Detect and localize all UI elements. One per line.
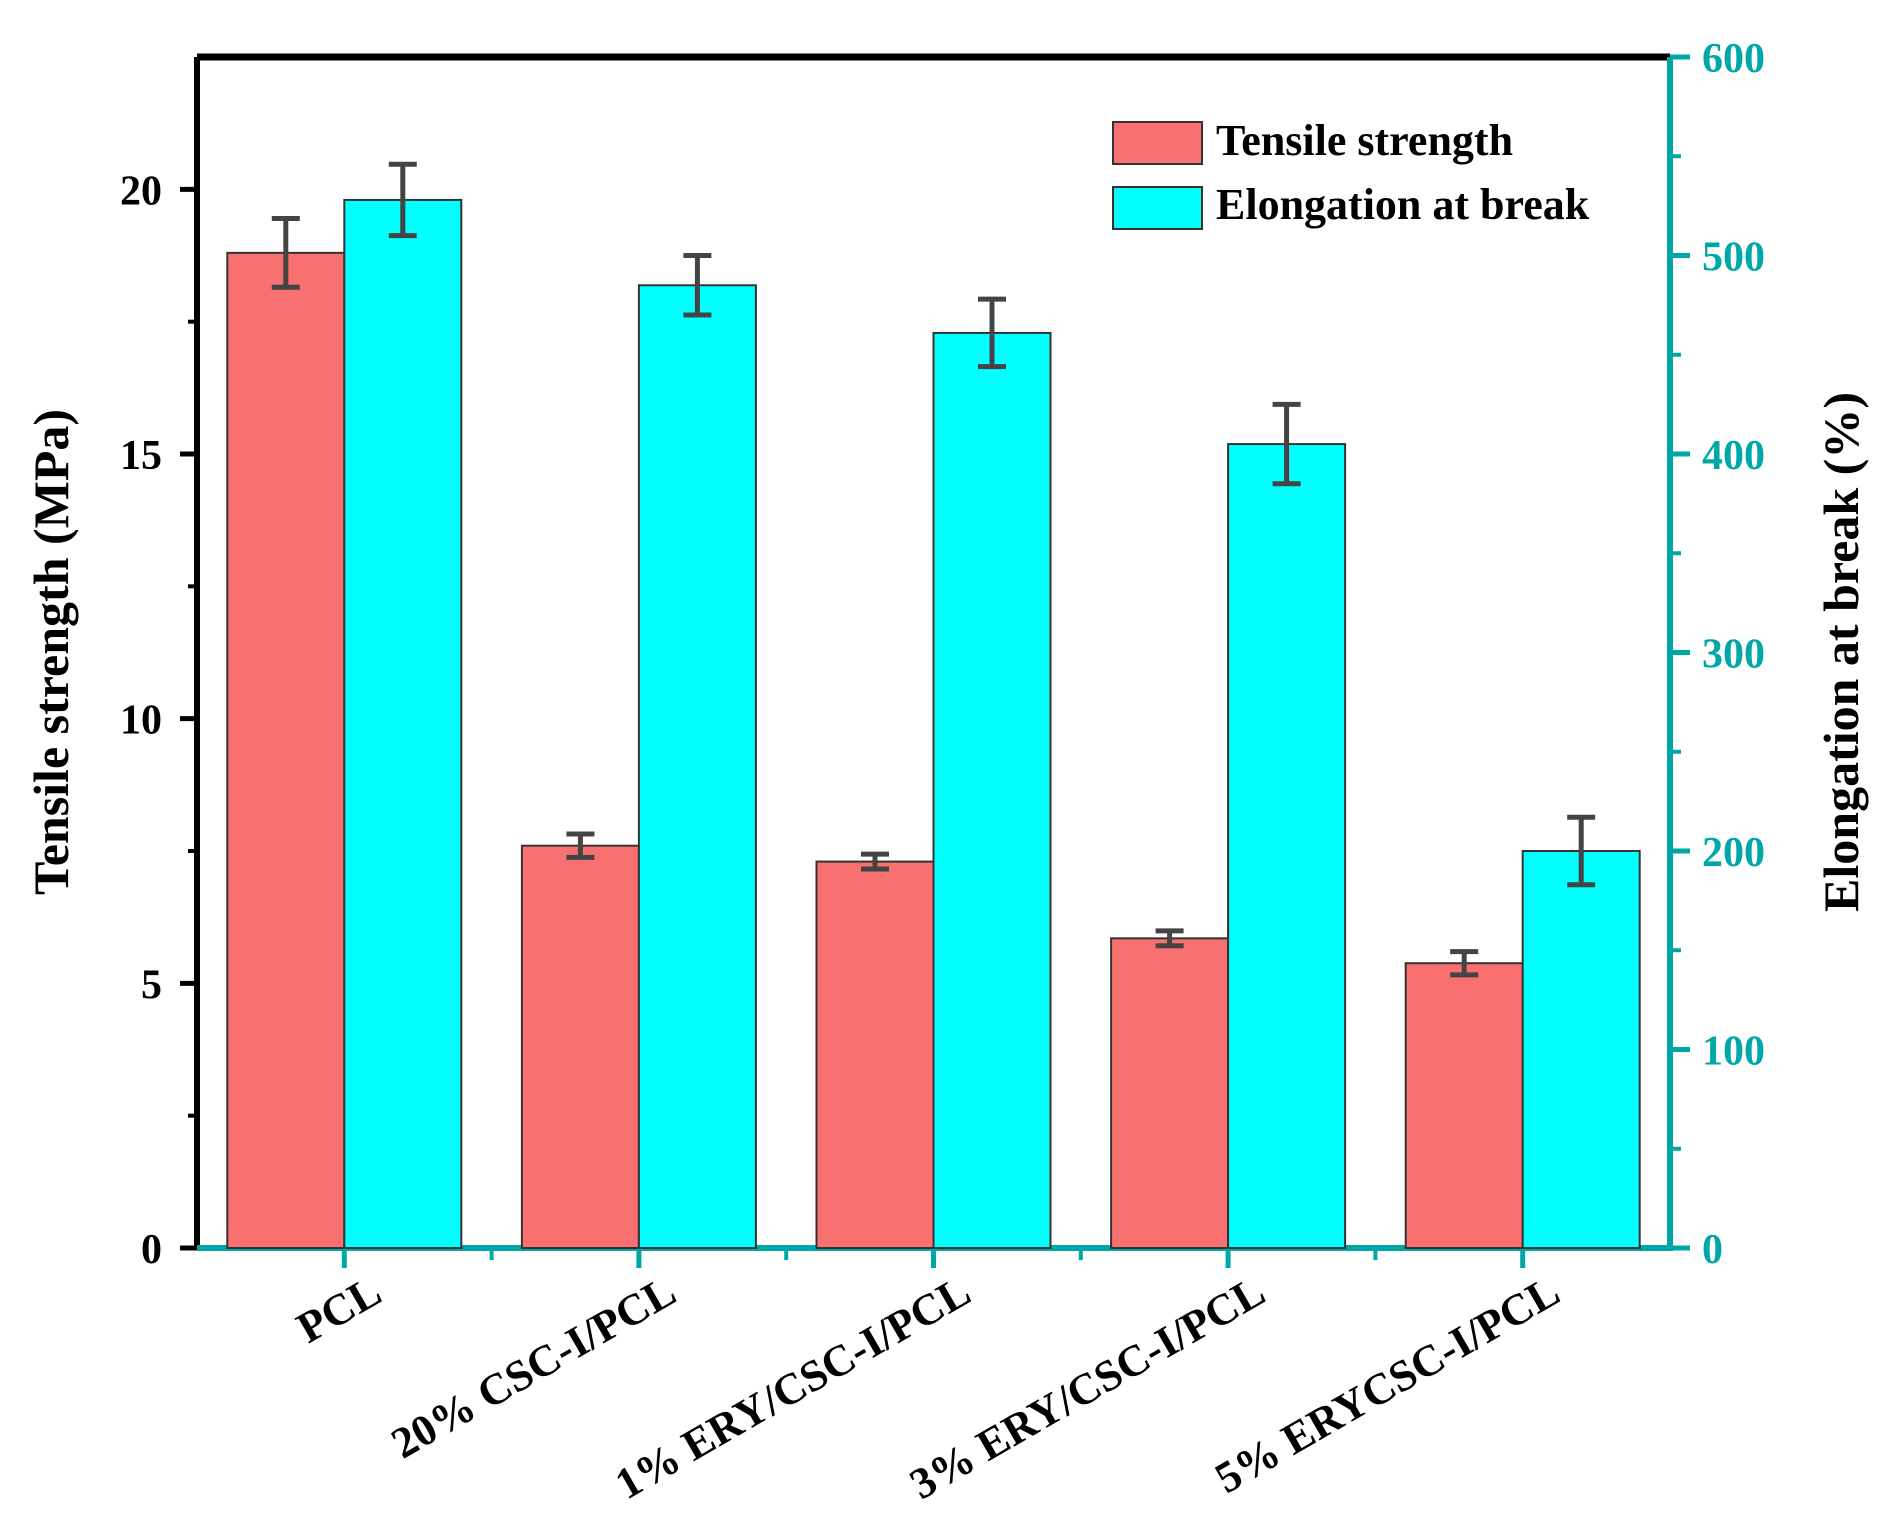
error-bar	[1155, 928, 1184, 949]
error-bar	[861, 851, 889, 872]
bar-elongation	[1227, 443, 1347, 1249]
error-bars	[271, 161, 1596, 978]
bar-elongation	[1521, 850, 1641, 1249]
left-tick-label: 10	[120, 698, 162, 744]
bar-tensile-strength	[1110, 937, 1230, 1250]
right-tick-label: 0	[1702, 1227, 1723, 1273]
legend-label-tensile: Tensile strength	[1216, 116, 1513, 165]
bar-tensile-strength	[226, 251, 346, 1249]
right-tick-label: 500	[1702, 235, 1765, 281]
right-tick-label: 300	[1702, 632, 1765, 678]
bar-tensile-strength	[1404, 962, 1524, 1250]
bar-elongation	[932, 331, 1052, 1250]
legend: Tensile strength Elongation at break	[1112, 116, 1590, 230]
left-tick-label: 0	[141, 1227, 162, 1273]
legend-swatch-tensile	[1112, 121, 1203, 165]
left-tick-label: 15	[120, 433, 162, 479]
right-axis-ticks: 0 100 200 300 400 500 600	[1670, 36, 1765, 1273]
error-bar	[566, 831, 595, 860]
category-label: PCL	[289, 1266, 390, 1352]
legend-label-elongation: Elongation at break	[1216, 180, 1590, 229]
error-bar	[1450, 949, 1479, 978]
bar-tensile-strength	[815, 860, 935, 1249]
error-bar	[388, 161, 417, 239]
bar-elongation	[343, 198, 463, 1249]
right-tick-label: 600	[1702, 36, 1765, 82]
error-bar	[271, 215, 300, 290]
bar-tensile-strength	[520, 844, 640, 1249]
left-axis-ticks: 0 5 10 15 20	[120, 168, 197, 1273]
error-bar	[683, 253, 712, 318]
right-tick-label: 100	[1702, 1029, 1765, 1075]
left-axis-title: Tensile strength (MPa)	[23, 409, 79, 895]
error-bar	[1567, 814, 1596, 888]
error-bar	[978, 296, 1006, 370]
error-bar	[1272, 401, 1301, 487]
bars	[226, 198, 1641, 1250]
right-tick-label: 400	[1702, 433, 1765, 479]
right-axis-title: Elongation at break (%)	[1813, 392, 1869, 912]
legend-swatch-elongation	[1112, 186, 1203, 230]
left-tick-label: 20	[120, 168, 162, 214]
bar-elongation	[637, 284, 757, 1249]
category-label: 20% CSC-I/PCL	[383, 1266, 684, 1468]
right-tick-label: 200	[1702, 830, 1765, 876]
left-tick-label: 5	[141, 962, 162, 1008]
